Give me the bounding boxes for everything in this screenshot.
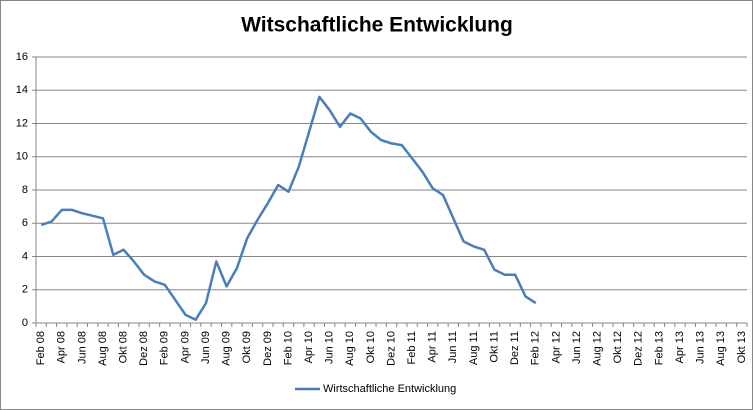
x-tick-label: Feb 10 [282,331,294,365]
x-tick-label: Feb 12 [530,331,542,365]
x-tick-label: Aug 13 [715,331,727,366]
x-tick-label: Okt 12 [612,331,624,363]
x-tick-label: Dez 12 [633,331,645,366]
x-tick-label: Apr 09 [179,331,191,363]
x-tick-label: Apr 08 [56,331,68,363]
x-tick-label: Jun 09 [200,331,212,364]
x-tick-label: Jun 12 [571,331,583,364]
x-tick-label: Dez 11 [509,331,521,365]
x-tick-label: Feb 08 [35,331,47,365]
legend: Wirtschaftliche Entwicklung [295,383,456,395]
x-tick-label: Aug 11 [468,331,480,365]
x-tick-label: Feb 11 [406,331,418,364]
x-tick-label: Feb 13 [653,331,665,365]
x-tick-label: Feb 09 [159,331,171,365]
x-tick-label: Aug 08 [97,331,109,366]
x-tick-label: Dez 08 [138,331,150,366]
y-tick-label: 14 [16,84,28,96]
x-tick-label: Jun 11 [447,331,459,363]
x-tick-label: Jun 10 [324,331,336,364]
x-tick-label: Aug 10 [344,331,356,366]
y-tick-label: 16 [16,51,28,63]
chart-title: Witschaftliche Entwicklung [241,14,513,37]
x-tick-label: Dez 10 [385,331,397,366]
x-tick-label: Aug 12 [591,331,603,366]
x-tick-label: Jun 13 [695,331,707,364]
y-tick-label: 12 [16,117,28,129]
y-tick-label: 4 [22,250,28,262]
y-tick-label: 0 [22,317,28,329]
x-tick-label: Okt 09 [241,331,253,363]
y-tick-label: 6 [22,217,28,229]
x-tick-label: Apr 12 [550,331,562,363]
x-tick-label: Dez 09 [262,331,274,366]
y-tick-label: 10 [16,151,28,163]
x-tick-label: Apr 11 [427,331,439,363]
x-tick-label: Okt 08 [117,331,129,363]
x-tick-label: Apr 10 [303,331,315,363]
y-tick-label: 8 [22,184,28,196]
x-tick-label: Jun 08 [76,331,88,364]
x-tick-label: Okt 11 [488,331,500,363]
series-line [40,95,537,321]
x-tick-label: Okt 10 [365,331,377,363]
legend-label: Wirtschaftliche Entwicklung [323,383,456,395]
y-tick-label: 2 [22,284,28,296]
x-tick-label: Apr 13 [674,331,686,363]
x-tick-label: Aug 09 [221,331,233,366]
x-tick-label: Okt 13 [736,331,748,363]
